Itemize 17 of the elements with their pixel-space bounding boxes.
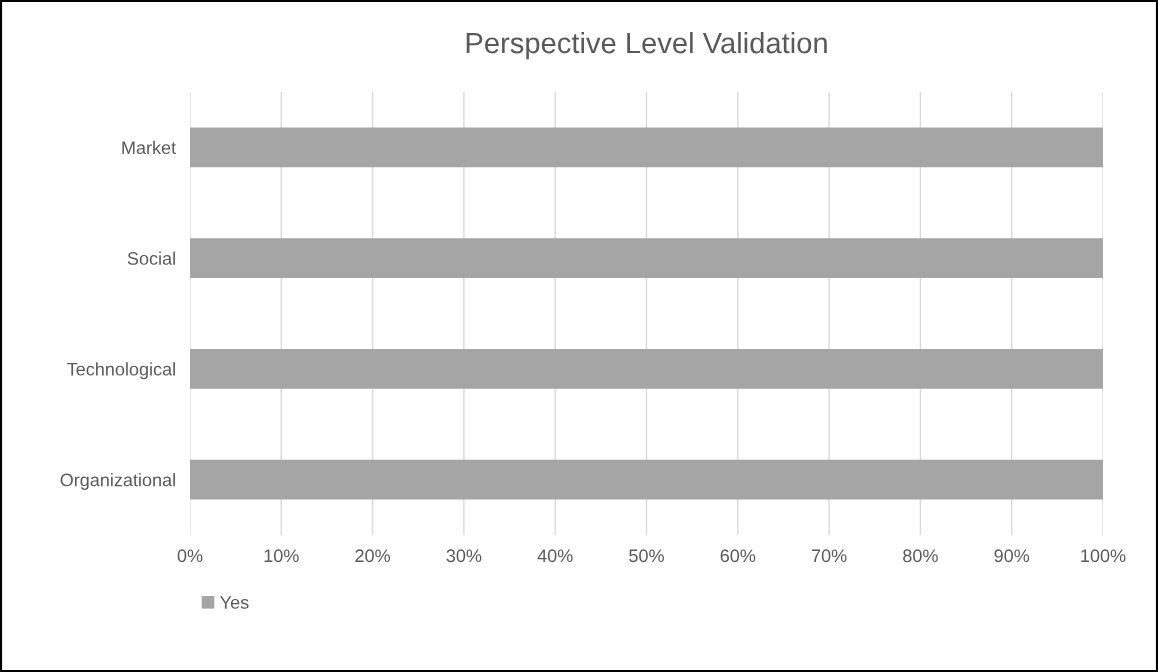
y-tick-label: Organizational: [60, 473, 175, 490]
y-tick-label: Social: [127, 251, 175, 265]
x-tick-label: 90%: [994, 549, 1030, 563]
chart-title: Perspective Level Validation: [466, 31, 827, 60]
x-tick-label: 80%: [903, 549, 938, 563]
x-tick-label: 30%: [446, 549, 482, 563]
y-tick-label: Technological: [67, 362, 175, 380]
x-tick-label: 100%: [1081, 549, 1126, 563]
x-tick-label: 0%: [177, 549, 203, 563]
y-tick-label: Market: [122, 140, 176, 155]
x-tick-label: 10%: [264, 549, 299, 563]
x-tick-label: 70%: [811, 549, 847, 563]
x-tick-label: 40%: [537, 549, 573, 563]
x-tick-label: 20%: [355, 549, 391, 563]
legend-label: Yes: [220, 596, 249, 609]
x-tick-label: 50%: [629, 549, 664, 563]
x-tick-label: 60%: [720, 549, 756, 563]
